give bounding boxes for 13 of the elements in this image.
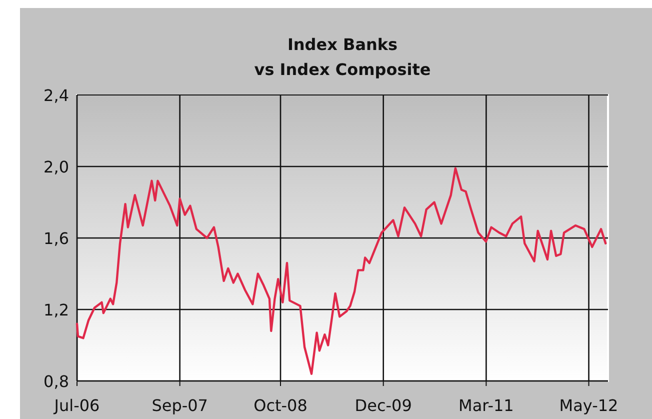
x-tick-label: Jul-06 <box>53 396 100 415</box>
x-tick-label: Sep-07 <box>152 396 208 415</box>
x-tick-label: Dec-09 <box>354 396 412 415</box>
y-tick-label: 1,6 <box>44 229 69 248</box>
y-tick-label: 0,8 <box>44 372 69 391</box>
y-tick-label: 2,0 <box>44 158 69 176</box>
y-tick-label: 1,2 <box>44 300 69 320</box>
chart-title: Index Banks vs Index Composite <box>254 35 431 79</box>
x-tick-label: May-12 <box>559 396 618 415</box>
y-tick-label: 2,4 <box>44 86 69 105</box>
line-series <box>76 167 607 375</box>
x-tick-label: Mar-11 <box>458 396 514 415</box>
x-tick-label: Oct-08 <box>254 396 308 415</box>
